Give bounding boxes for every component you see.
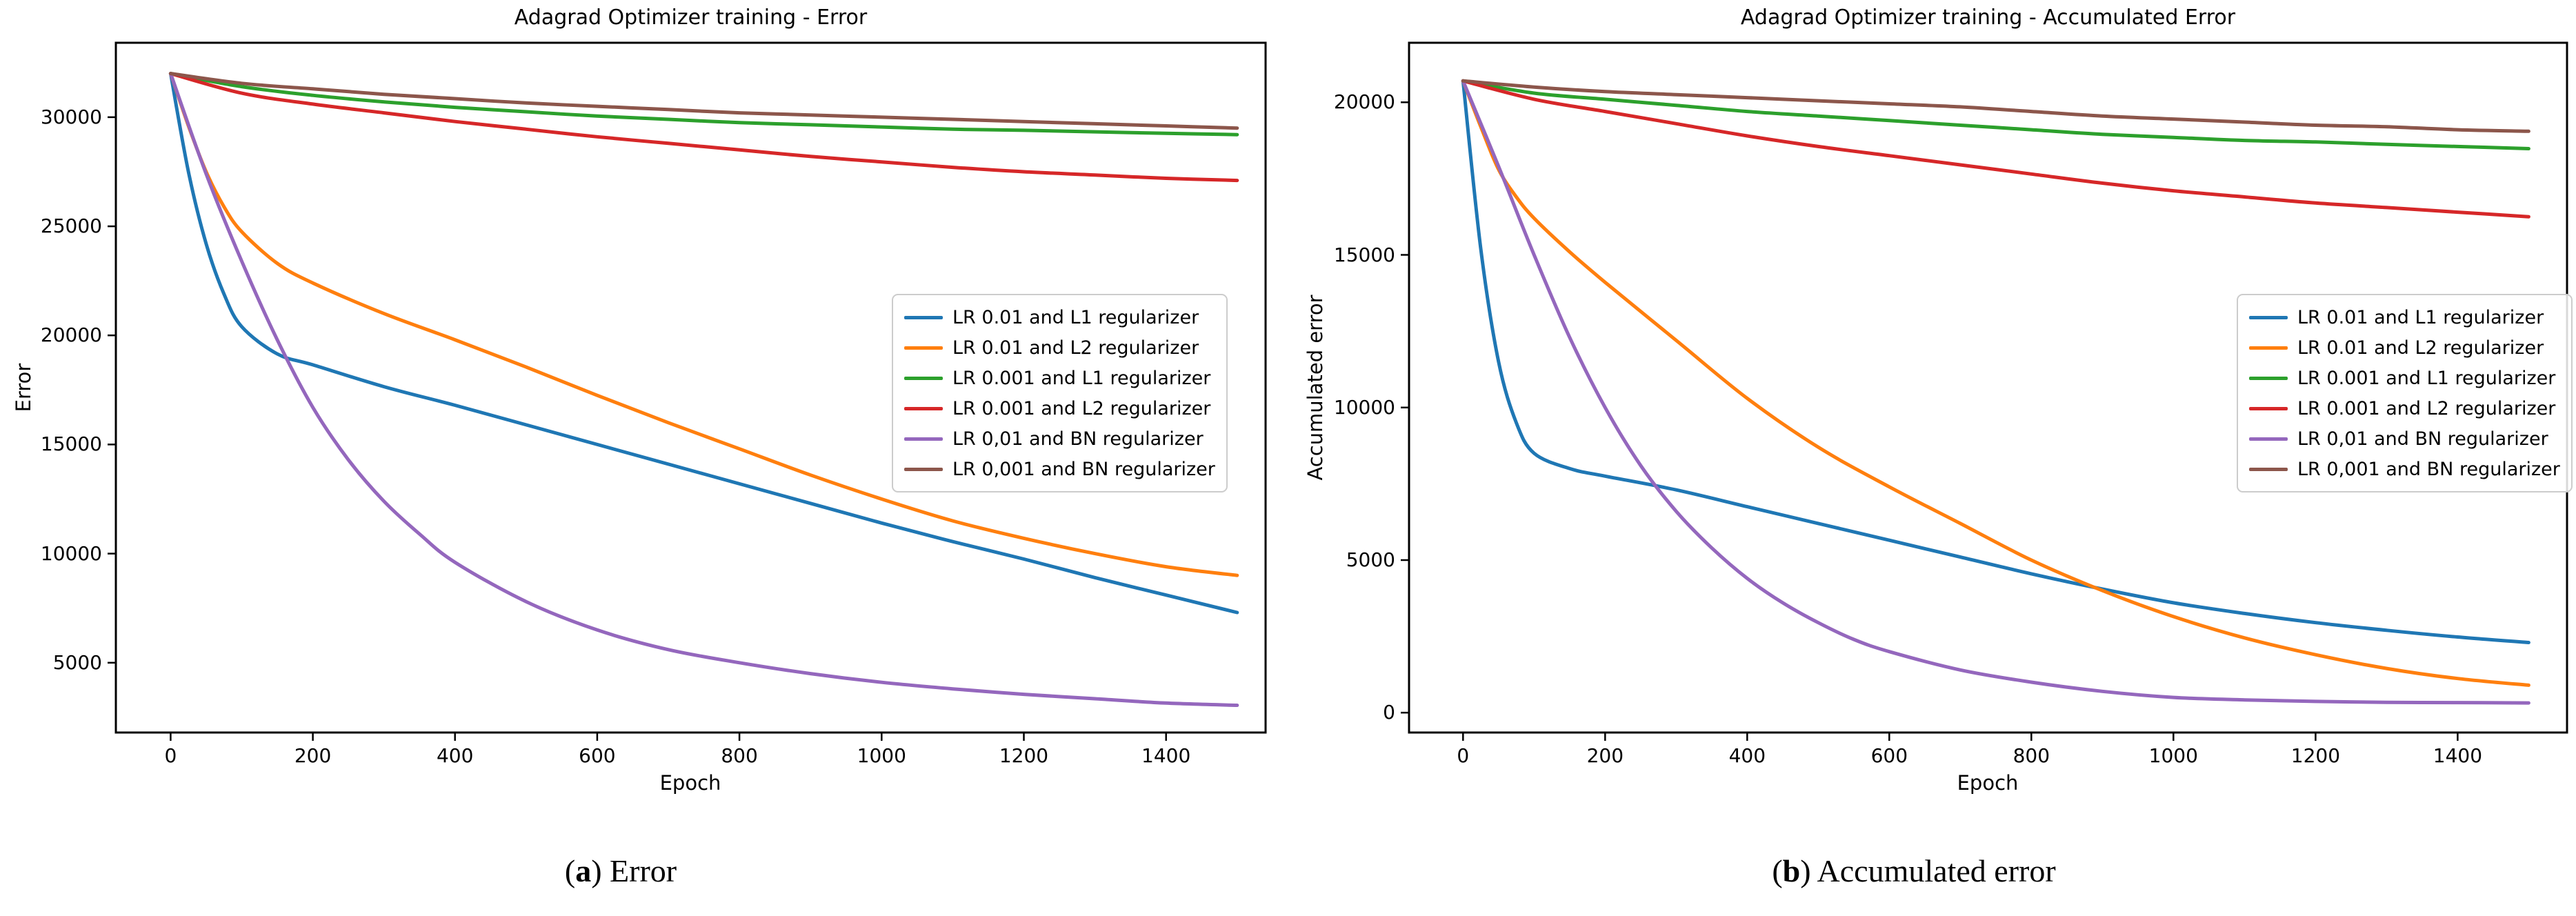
legend-line-swatch	[2249, 376, 2288, 380]
legend: LR 0.01 and L1 regularizer LR 0.01 and L2…	[2237, 294, 2573, 492]
legend: LR 0.01 and L1 regularizer LR 0.01 and L2…	[892, 294, 1228, 492]
legend-line-swatch	[904, 437, 943, 441]
x-tick-label: 400	[436, 744, 474, 767]
plot-spines	[114, 41, 1267, 734]
legend-entry: LR 0,01 and BN regularizer	[2249, 424, 2560, 454]
x-tick-label: 1000	[857, 744, 906, 767]
legend-label: LR 0,01 and BN regularizer	[2297, 428, 2548, 450]
series-line-lr-0-001-and-l2-regularizer	[168, 72, 1239, 183]
y-tick-label: 10000	[40, 541, 102, 565]
x-tick-label: 0	[164, 744, 177, 767]
legend-label: LR 0.001 and L2 regularizer	[2297, 397, 2556, 419]
caption-open-paren: (	[564, 853, 576, 888]
x-tick-label: 0	[1457, 744, 1470, 767]
caption-letter: a	[575, 853, 592, 888]
caption-letter: b	[1782, 853, 1801, 888]
legend-label: LR 0,001 and BN regularizer	[952, 458, 1215, 480]
legend-entry: LR 0.001 and L2 regularizer	[2249, 393, 2560, 424]
x-tick-label: 800	[721, 744, 758, 767]
x-tick-label: 600	[1870, 744, 1908, 767]
legend-label: LR 0.001 and L2 regularizer	[952, 397, 1211, 419]
x-tick-label: 1000	[2148, 744, 2198, 767]
legend-line-swatch	[904, 315, 943, 319]
legend-entry: LR 0.01 and L1 regularizer	[2249, 302, 2560, 332]
x-axis-label: Epoch	[1957, 771, 2019, 795]
caption-close-paren: )	[591, 853, 602, 888]
legend-entry: LR 0,001 and BN regularizer	[904, 454, 1215, 484]
series-line-lr-0-01-and-l2-regularizer	[1461, 79, 2530, 687]
series-line-lr-0-01-and-l2-regularizer	[168, 72, 1239, 577]
x-tick-label: 1200	[999, 744, 1049, 767]
legend-label: LR 0.001 and L1 regularizer	[952, 367, 1211, 389]
legend-line-swatch	[904, 346, 943, 350]
legend-entry: LR 0,01 and BN regularizer	[904, 424, 1215, 454]
legend-label: LR 0.01 and L1 regularizer	[2297, 306, 2544, 328]
series-line-lr-0-001-and-l1-regularizer	[168, 72, 1239, 137]
series-line-lr-0-001-and-bn-regularizer	[1461, 79, 2530, 133]
x-tick-label: 600	[579, 744, 616, 767]
legend-label: LR 0.01 and L2 regularizer	[952, 337, 1199, 359]
y-tick-label: 25000	[40, 215, 102, 238]
y-tick-label: 30000	[40, 105, 102, 128]
y-axis-label: Accumulated error	[1304, 295, 1327, 481]
legend-entry: LR 0.01 and L2 regularizer	[904, 332, 1215, 363]
series-line-lr-0-001-and-bn-regularizer	[168, 72, 1239, 130]
caption-text: Accumulated error	[1817, 853, 2056, 888]
legend-line-swatch	[2249, 467, 2288, 471]
x-tick-label: 1400	[2433, 744, 2483, 767]
legend-label: LR 0.01 and L1 regularizer	[952, 306, 1199, 328]
legend-line-swatch	[904, 406, 943, 410]
series-line-lr-0-001-and-l2-regularizer	[1461, 79, 2530, 219]
legend-entry: LR 0.001 and L1 regularizer	[2249, 363, 2560, 393]
y-tick-label: 10000	[1333, 395, 1395, 419]
legend-label: LR 0,01 and BN regularizer	[952, 428, 1204, 450]
caption-text: Error	[610, 853, 677, 888]
subfigure-caption-a: (a) Error	[41, 853, 1200, 889]
chart-title: Adagrad Optimizer training - Error	[514, 6, 868, 30]
y-tick-label: 20000	[1333, 90, 1395, 114]
series-line-lr-0-01-and-l1-regularizer	[1461, 79, 2530, 644]
legend-line-swatch	[2249, 315, 2288, 319]
series-line-lr-0-001-and-l1-regularizer	[1461, 79, 2530, 150]
x-tick-label: 800	[2013, 744, 2050, 767]
x-axis-label: Epoch	[659, 771, 721, 795]
legend-label: LR 0.01 and L2 regularizer	[2297, 337, 2544, 359]
y-tick-label: 5000	[52, 650, 102, 674]
legend-line-swatch	[2249, 437, 2288, 441]
y-axis-label: Error	[12, 363, 35, 412]
legend-line-swatch	[2249, 406, 2288, 410]
caption-open-paren: (	[1772, 853, 1783, 888]
legend-line-swatch	[904, 376, 943, 380]
x-tick-label: 1400	[1141, 744, 1191, 767]
legend-label: LR 0,001 and BN regularizer	[2297, 458, 2560, 480]
y-tick-label: 20000	[40, 323, 102, 347]
legend-entry: LR 0.001 and L2 regularizer	[904, 393, 1215, 424]
x-tick-label: 200	[1586, 744, 1624, 767]
x-tick-label: 200	[294, 744, 332, 767]
series-line-lr-0-01-and-bn-regularizer	[168, 72, 1239, 707]
y-tick-label: 15000	[1333, 243, 1395, 266]
caption-close-paren: )	[1800, 853, 1811, 888]
legend-line-swatch	[904, 467, 943, 471]
y-tick-label: 0	[1383, 701, 1395, 724]
x-tick-label: 1200	[2290, 744, 2341, 767]
x-tick-label: 400	[1728, 744, 1766, 767]
legend-label: LR 0.001 and L1 regularizer	[2297, 367, 2556, 389]
legend-entry: LR 0.01 and L1 regularizer	[904, 302, 1215, 332]
y-tick-label: 15000	[40, 432, 102, 456]
legend-entry: LR 0.01 and L2 regularizer	[2249, 332, 2560, 363]
series-line-lr-0-01-and-l1-regularizer	[168, 72, 1239, 615]
legend-entry: LR 0.001 and L1 regularizer	[904, 363, 1215, 393]
y-tick-label: 5000	[1346, 548, 1395, 571]
legend-line-swatch	[2249, 346, 2288, 350]
subfigure-caption-b: (b) Accumulated error	[1335, 853, 2493, 889]
legend-entry: LR 0,001 and BN regularizer	[2249, 454, 2560, 484]
chart-title: Adagrad Optimizer training - Accumulated…	[1740, 6, 2236, 30]
series-line-lr-0-01-and-bn-regularizer	[1461, 79, 2530, 705]
